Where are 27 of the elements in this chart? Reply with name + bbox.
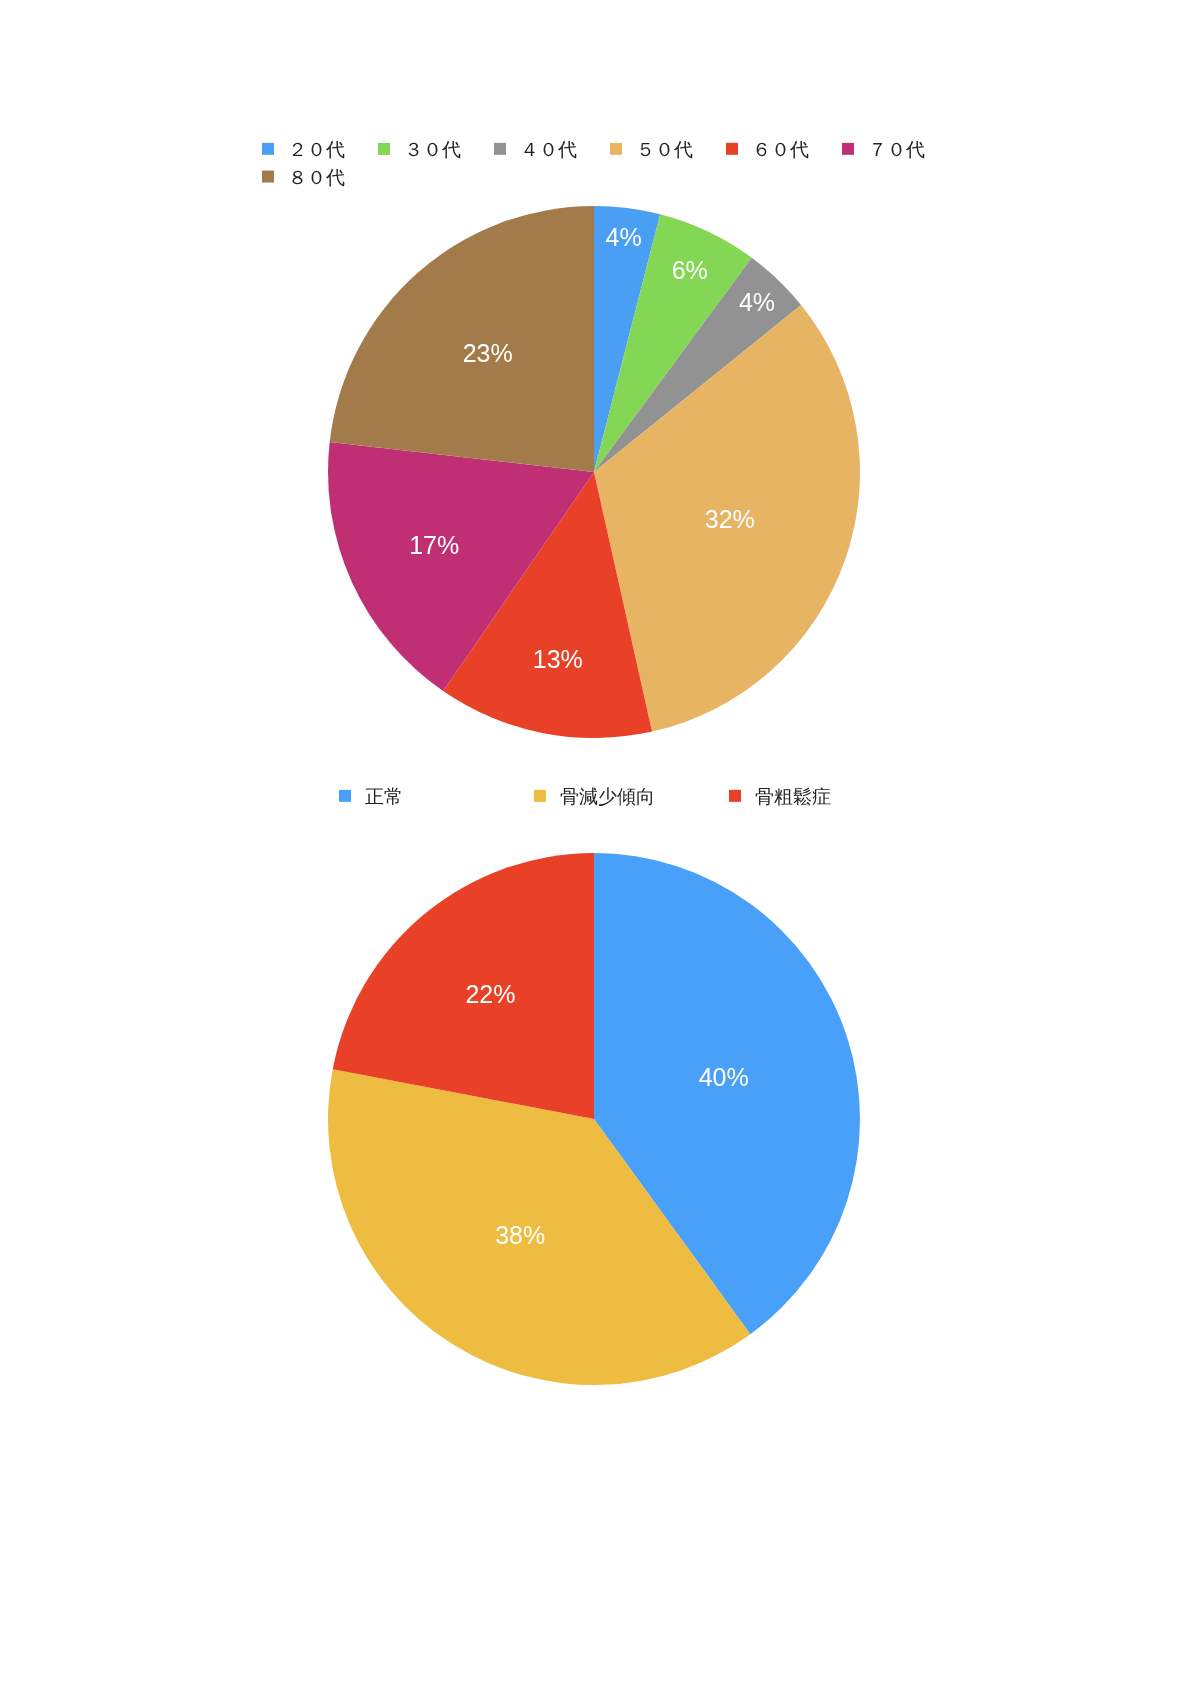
data-label: 6% (671, 256, 708, 285)
pie-slice (332, 853, 594, 1119)
legend-label: 正常 (365, 786, 403, 808)
data-label: 4% (738, 287, 776, 316)
legend-label: ４０代 (520, 139, 577, 161)
pie-slice (328, 441, 594, 692)
pie-slice (594, 853, 860, 1335)
pie-slice (594, 257, 802, 472)
legend-label: ８０代 (288, 166, 345, 188)
legend-label: 骨減少傾向 (560, 786, 655, 808)
legend-label: ２０代 (288, 139, 345, 161)
data-label: 32% (704, 505, 755, 534)
data-label: 40% (698, 1062, 749, 1091)
data-label: 22% (465, 979, 516, 1008)
data-label: 17% (409, 530, 460, 559)
legend-label: ５０代 (636, 139, 693, 161)
legend-label: ６０代 (752, 139, 809, 161)
pie-slice (594, 206, 661, 472)
data-label: 38% (495, 1221, 546, 1250)
data-label: 4% (605, 223, 642, 252)
pie-slice (328, 1069, 751, 1385)
data-label: 23% (462, 338, 513, 367)
legend-label: ７０代 (868, 139, 925, 161)
pie-slice (329, 206, 594, 472)
legend-label: ３０代 (404, 139, 461, 161)
data-label: 13% (532, 644, 583, 673)
legend-label: 骨粗鬆症 (755, 786, 831, 808)
